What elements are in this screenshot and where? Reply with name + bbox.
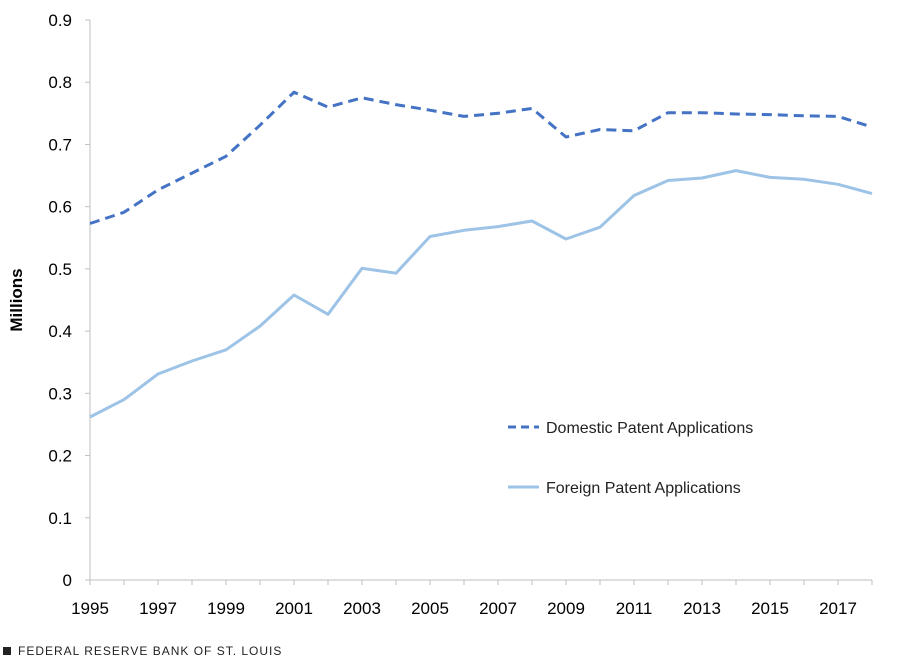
- series-line-foreign: [89, 169, 873, 419]
- series-line-domestic: [89, 90, 873, 225]
- x-tick-label: 2015: [751, 599, 789, 618]
- x-tick-label: 2001: [275, 599, 313, 618]
- x-tick-label: 2009: [547, 599, 585, 618]
- y-tick-label: 0.1: [48, 509, 72, 528]
- x-tick-label: 2017: [819, 599, 857, 618]
- y-tick-label: 0: [63, 571, 72, 590]
- source-footer: FEDERAL RESERVE BANK OF ST. LOUIS: [3, 644, 282, 658]
- y-tick-label: 0.3: [48, 384, 72, 403]
- footer-square-icon: [3, 647, 11, 655]
- legend: Domestic Patent Applications Foreign Pat…: [508, 420, 753, 497]
- y-tick-label: 0.6: [48, 198, 72, 217]
- series-lines: [89, 90, 873, 419]
- y-tick-label: 0.9: [48, 11, 72, 30]
- x-tick-label: 2003: [343, 599, 381, 618]
- y-axis-ticks: 0 0.1 0.2 0.3 0.4 0.5 0.6 0.7 0.8 0.9: [48, 11, 90, 590]
- y-tick-label: 0.5: [48, 260, 72, 279]
- x-axis-ticks: 1995 1997 1999 2001 2003 2005 2007 2009 2011 2013…: [71, 580, 873, 618]
- footer-source-text: FEDERAL RESERVE BANK OF ST. LOUIS: [18, 644, 283, 658]
- line-chart: 00.10.20.30.40.50.60.70.80.9 1995 1997 199…: [7, 11, 873, 618]
- x-tick-label: 2005: [411, 599, 449, 618]
- y-tick-label: 0.2: [48, 447, 72, 466]
- x-tick-label: 2007: [479, 599, 517, 618]
- x-tick-label: 2011: [616, 599, 653, 618]
- x-tick-label: 2013: [683, 599, 721, 618]
- x-tick-label: 1995: [71, 599, 109, 618]
- x-tick-label: 1997: [139, 599, 177, 618]
- legend-label-domestic: Domestic Patent Applications: [546, 420, 753, 437]
- y-tick-label: 0.8: [48, 73, 72, 92]
- y-tick-label: 0.4: [48, 322, 72, 341]
- legend-label-foreign: Foreign Patent Applications: [546, 480, 741, 497]
- x-tick-label: 1999: [207, 599, 245, 618]
- y-axis-title: Millions: [7, 268, 26, 331]
- y-tick-label: 0.7: [48, 135, 72, 154]
